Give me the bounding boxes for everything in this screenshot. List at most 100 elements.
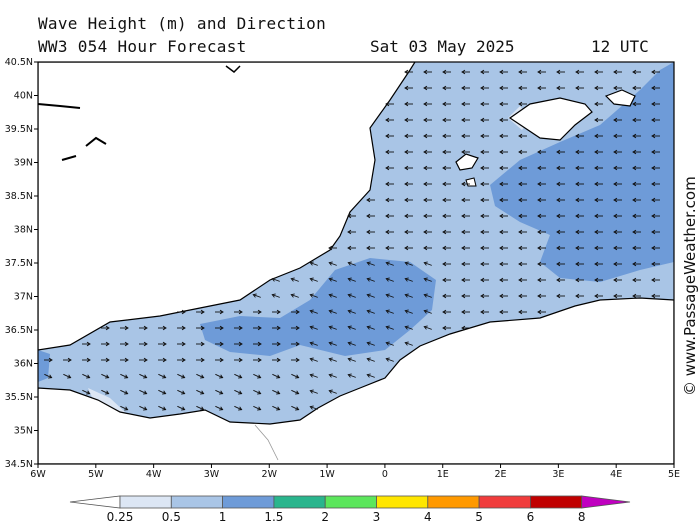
wave-arrow: [347, 277, 356, 282]
wave-arrow: [594, 133, 603, 139]
scale-swatch: [119, 495, 172, 509]
wave-arrow: [613, 197, 622, 203]
wave-arrow: [385, 165, 394, 171]
wave-arrow: [461, 309, 470, 315]
wave-arrow: [404, 213, 413, 219]
wave-arrow: [385, 357, 394, 362]
wave-arrow: [234, 357, 243, 363]
wave-arrow: [423, 261, 432, 266]
lat-tick-label: 39N: [14, 158, 33, 169]
wave-arrow: [366, 373, 375, 378]
lon-tick-label: 1W: [319, 469, 335, 480]
wave-arrow: [518, 181, 527, 187]
wave-arrow: [556, 85, 565, 91]
wave-arrow: [423, 245, 432, 251]
wave-arrow: [556, 229, 565, 235]
wave-arrow: [328, 277, 337, 282]
wave-arrow: [499, 229, 508, 235]
menorca-island: [604, 89, 636, 107]
wave-arrow: [404, 197, 413, 203]
wave-arrow: [404, 85, 413, 91]
wave-arrow: [328, 261, 337, 266]
wave-arrow: [290, 293, 299, 298]
wave-arrow: [423, 293, 432, 298]
scale-swatch: [222, 495, 275, 509]
wave-arrow: [480, 101, 489, 107]
wave-arrow: [575, 69, 584, 75]
wave-arrow: [537, 69, 546, 75]
wave-arrow: [594, 213, 603, 219]
wave-arrow: [537, 309, 546, 315]
wave-arrow: [556, 245, 565, 251]
low-wave-patch: [88, 388, 125, 414]
wave-arrow: [309, 357, 318, 362]
wave-arrow: [518, 149, 527, 155]
wave-arrow: [291, 309, 300, 315]
wave-arrow: [366, 261, 375, 266]
high-wave-zone: [490, 62, 674, 282]
wave-arrow: [632, 69, 641, 75]
wave-arrow: [328, 245, 337, 251]
wave-arrow: [101, 325, 110, 331]
wave-arrow: [480, 133, 489, 139]
wave-arrow: [461, 101, 470, 107]
wave-arrow: [272, 373, 281, 379]
wave-arrow: [461, 181, 470, 187]
wave-arrow: [518, 245, 527, 251]
wave-arrow: [499, 245, 508, 251]
wave-arrow: [632, 133, 641, 139]
lon-tick-label: 2E: [495, 469, 507, 480]
wave-arrow: [291, 389, 300, 395]
wave-arrow: [272, 389, 281, 395]
wave-arrow: [499, 309, 508, 315]
wave-arrow: [613, 293, 622, 299]
wave-arrow: [234, 405, 243, 411]
wave-arrow: [499, 85, 508, 91]
wave-arrow: [480, 229, 489, 235]
lat-tick-label: 35.5N: [5, 392, 33, 403]
wave-arrow: [613, 117, 622, 123]
wave-arrow: [423, 181, 432, 187]
lat-tick-label: 36.5N: [5, 325, 33, 336]
wave-arrow: [480, 85, 489, 91]
wave-arrow: [651, 165, 660, 171]
scale-swatch: [324, 495, 377, 509]
wave-arrow: [328, 293, 337, 298]
scale-tail-left: [69, 495, 121, 509]
wave-arrow: [347, 261, 356, 266]
wave-arrow: [139, 373, 148, 379]
wave-arrow: [556, 165, 565, 171]
wave-arrow: [499, 293, 508, 299]
wave-arrow: [253, 405, 262, 411]
wave-arrow: [291, 325, 300, 331]
wave-arrow: [158, 325, 167, 331]
wave-arrow: [461, 85, 470, 91]
wave-arrow: [480, 149, 489, 155]
wave-arrow: [442, 245, 451, 251]
africa-land: [38, 297, 674, 464]
wave-arrow: [499, 181, 508, 187]
wave-arrow: [442, 133, 451, 139]
lat-tick-label: 39.5N: [5, 124, 33, 135]
wave-arrow: [271, 277, 280, 282]
mallorca-island: [508, 97, 593, 141]
wave-arrow: [366, 309, 375, 314]
wave-arrow: [594, 101, 603, 107]
wave-arrow: [613, 149, 622, 155]
wave-arrow: [101, 357, 110, 363]
wave-arrow: [385, 149, 394, 155]
wave-arrow: [518, 261, 527, 267]
wave-arrow: [404, 245, 413, 251]
wave-arrow: [480, 277, 489, 283]
wave-arrow: [291, 405, 300, 411]
wave-arrow: [385, 325, 394, 330]
sea-area: [38, 62, 674, 424]
scale-swatch: [478, 495, 531, 509]
wave-arrow: [385, 101, 394, 107]
wave-arrow: [196, 357, 205, 363]
wave-arrow: [291, 357, 300, 363]
wave-arrow: [215, 325, 224, 331]
wave-arrow: [594, 165, 603, 171]
scale-label: 1.5: [264, 510, 283, 524]
wave-arrow: [385, 117, 394, 123]
